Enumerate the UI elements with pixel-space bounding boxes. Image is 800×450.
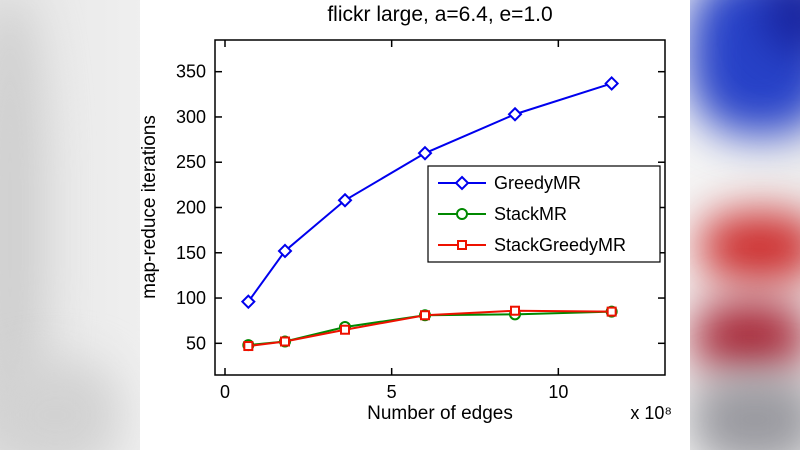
square-marker bbox=[606, 306, 617, 317]
y-tick-label: 100 bbox=[176, 288, 206, 308]
square-marker bbox=[510, 305, 520, 316]
x-axis-multiplier: x 10⁸ bbox=[630, 403, 672, 423]
y-tick-label: 50 bbox=[186, 333, 206, 353]
legend: GreedyMR StackMR StackGreedyMR bbox=[427, 165, 661, 263]
y-tick-label: 150 bbox=[176, 243, 206, 263]
circle-marker bbox=[456, 208, 468, 220]
x-tick-label: 5 bbox=[387, 382, 397, 402]
chart-title: flickr large, a=6.4, e=1.0 bbox=[327, 3, 553, 26]
diamond-marker bbox=[507, 106, 523, 122]
background-blur-red-upper bbox=[700, 212, 800, 282]
background-blur-red-lower bbox=[692, 300, 800, 375]
background-blur-gray-bottom-left bbox=[0, 360, 120, 450]
square-marker bbox=[340, 324, 350, 335]
x-tick-label: 10 bbox=[548, 382, 568, 402]
diamond-marker bbox=[337, 192, 353, 208]
chart-canvas: 0 5 10 50 100 150 200 250 300 350 GreedyMR StackMR S… bbox=[176, 39, 666, 402]
diamond-marker bbox=[454, 175, 470, 191]
series-line bbox=[248, 309, 612, 348]
y-tick-label: 300 bbox=[176, 107, 206, 127]
diamond-marker bbox=[417, 145, 433, 161]
chart-panel: flickr large, a=6.4, e=1.0 map-reduce it… bbox=[139, 0, 690, 450]
diamond-marker bbox=[277, 243, 293, 259]
series-greedymr bbox=[240, 76, 620, 310]
y-tick-label: 250 bbox=[176, 152, 206, 172]
legend-label: StackMR bbox=[494, 204, 567, 224]
legend-label: GreedyMR bbox=[494, 173, 581, 193]
x-axis-label: Number of edges bbox=[367, 403, 513, 424]
background-blur-gray-bottom-right bbox=[690, 372, 800, 450]
x-tick-label: 0 bbox=[220, 382, 230, 402]
series-stackgreedymr bbox=[243, 305, 617, 352]
square-marker bbox=[420, 310, 430, 321]
square-marker bbox=[280, 336, 290, 347]
diamond-marker bbox=[604, 76, 620, 91]
y-tick-label: 200 bbox=[176, 198, 206, 218]
series-line bbox=[247, 82, 612, 303]
legend-label: StackGreedyMR bbox=[494, 235, 626, 255]
square-marker bbox=[457, 240, 467, 250]
y-tick-label: 350 bbox=[176, 62, 206, 82]
diamond-marker bbox=[240, 294, 256, 310]
square-marker bbox=[243, 341, 254, 352]
